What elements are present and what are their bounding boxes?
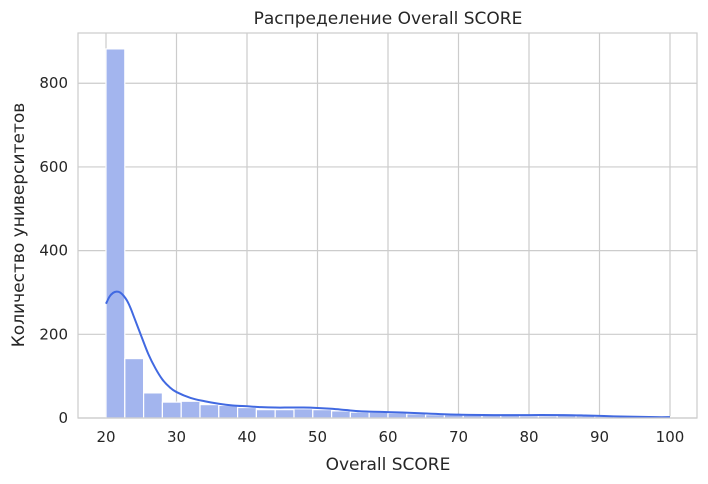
x-tick-label-70: 70: [449, 428, 468, 446]
histogram-bar-2: [124, 357, 145, 419]
kde-line: [105, 290, 671, 419]
histogram-bar-1: [105, 48, 126, 419]
x-tick-label-100: 100: [656, 428, 685, 446]
histogram-bar-11: [293, 408, 314, 419]
plot-frame: [77, 32, 698, 419]
x-tick-labels: 20 30 40 50 60 70 80 90 100: [96, 428, 684, 446]
x-tick-label-30: 30: [167, 428, 186, 446]
histogram-bar-3: [142, 392, 164, 419]
histogram-bar-9: [255, 409, 276, 419]
histogram-bar-10: [274, 409, 295, 419]
x-tick-label-90: 90: [590, 428, 609, 446]
histogram-bar-7: [218, 404, 239, 419]
histogram-bar-17: [406, 413, 427, 419]
y-tick-label-400: 400: [39, 242, 68, 260]
y-tick-labels: 0 200 400 600 800: [39, 74, 68, 427]
x-tick-label-20: 20: [96, 428, 115, 446]
histogram-bar-8: [237, 406, 257, 419]
y-tick-label-200: 200: [39, 325, 68, 343]
histogram-bar-14: [349, 411, 370, 419]
x-axis-label: Overall SCORE: [326, 455, 451, 475]
histogram-bar-12: [312, 409, 333, 419]
y-axis-label: Количество университетов: [9, 103, 29, 348]
kde-curve-layer: [105, 290, 671, 419]
x-tick-label-60: 60: [378, 428, 397, 446]
histogram-bar-6: [199, 404, 220, 419]
histogram-bar-4: [161, 401, 182, 419]
x-tick-label-40: 40: [237, 428, 256, 446]
x-tick-label-80: 80: [519, 428, 538, 446]
histogram-bar-5: [180, 400, 201, 419]
histogram-bar-13: [331, 410, 352, 419]
y-tick-label-0: 0: [58, 409, 68, 427]
x-tick-label-50: 50: [308, 428, 327, 446]
grid-lines: [78, 33, 697, 419]
y-tick-label-600: 600: [39, 158, 68, 176]
histogram-bar-16: [387, 412, 408, 419]
chart-title: Распределение Overall SCORE: [254, 9, 523, 29]
y-tick-label-800: 800: [39, 74, 68, 92]
